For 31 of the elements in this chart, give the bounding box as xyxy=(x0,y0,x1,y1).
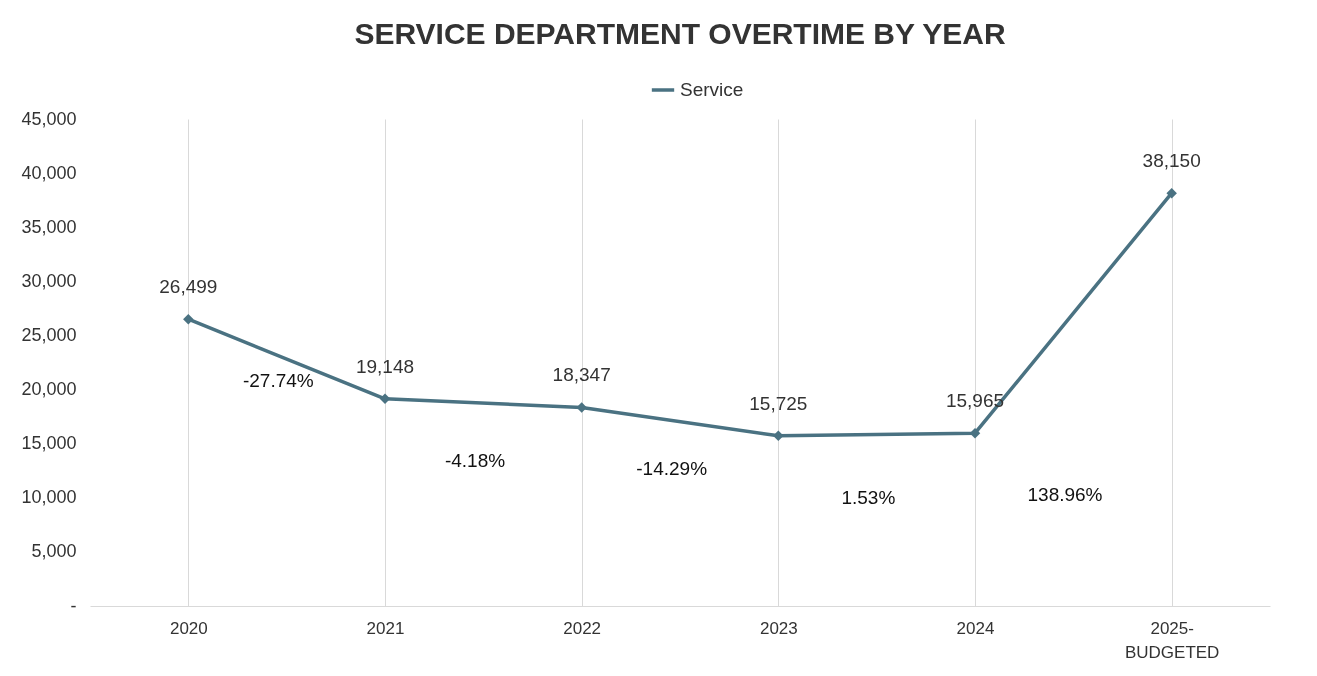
annotation: 138.96% xyxy=(1027,484,1103,506)
point xyxy=(1166,187,1177,199)
y-tick-label: 15,000 xyxy=(21,433,77,454)
x-tick-label: 2024 xyxy=(956,618,995,638)
y-tick-label: 5,000 xyxy=(31,541,77,562)
data-label: 38,150 xyxy=(1142,150,1201,172)
annotation: -4.18% xyxy=(444,449,506,471)
y-tick-label: 20,000 xyxy=(21,379,77,400)
annotation: -27.74% xyxy=(242,370,314,392)
y-tick-label: 35,000 xyxy=(21,216,77,237)
point xyxy=(773,430,784,442)
y-tick-label: 40,000 xyxy=(21,162,77,183)
annotation: -14.29% xyxy=(636,458,708,480)
y-tick-label: 25,000 xyxy=(21,324,77,345)
x-tick-label: 2021 xyxy=(366,618,405,638)
data-label: 15,725 xyxy=(749,392,808,414)
data-label: 18,347 xyxy=(552,364,611,386)
y-tick-label: - xyxy=(70,595,77,616)
legend-label: Service xyxy=(680,79,744,100)
x-tick-label: 2022 xyxy=(563,618,602,638)
x-tick-label: 2025-BUDGETED xyxy=(1124,618,1220,662)
data-label: 26,499 xyxy=(159,276,218,298)
x-tick-label: 2023 xyxy=(759,618,798,638)
point xyxy=(183,313,194,325)
y-tick-label: 45,000 xyxy=(21,108,77,129)
y-tick-label: 10,000 xyxy=(21,487,77,508)
chart-title: SERVICE DEPARTMENT OVERTIME BY YEAR xyxy=(354,17,1006,50)
data-label: 19,148 xyxy=(355,355,415,377)
y-tick-label: 30,000 xyxy=(21,270,77,291)
annotation: 1.53% xyxy=(841,486,896,508)
x-tick-label: 2020 xyxy=(169,618,208,638)
